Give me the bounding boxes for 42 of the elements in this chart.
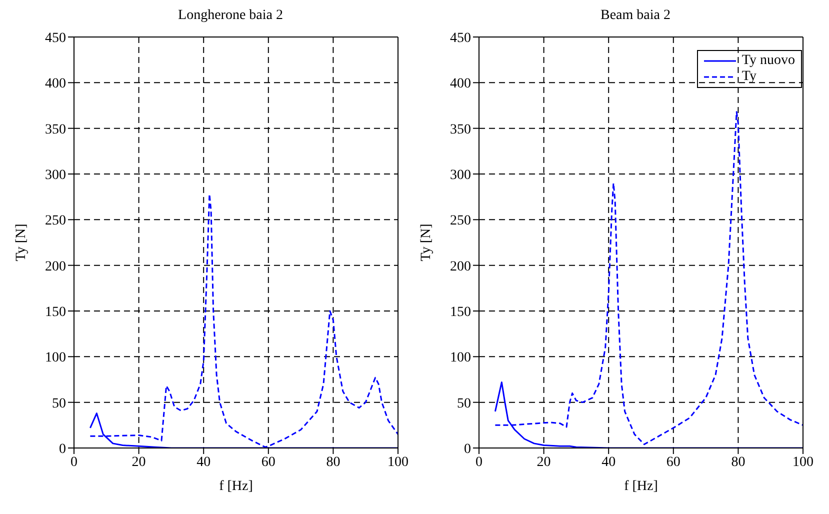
line-series [89,193,398,448]
x-axis-title: f [Hz] [219,479,253,494]
y-tick-label: 100 [450,350,471,366]
x-tick-label: 40 [602,454,616,470]
chart-title: Beam baia 2 [600,8,672,25]
x-tick-label: 0 [70,454,78,470]
y-axis-title: Ty [N] [418,224,434,262]
x-tick-label: 80 [326,454,340,470]
y-tick-label: 400 [450,76,471,92]
chart-title: Longherone baia 2 [177,8,284,25]
y-tick-label: 150 [45,304,66,320]
x-tick-label: 60 [261,454,276,470]
y-tick-label: 250 [45,214,66,229]
y-tick-label: 300 [450,168,471,183]
line-series [494,111,803,446]
y-tick-label: 100 [45,350,66,366]
y-tick-label: 450 [450,30,471,46]
x-tick-label: 60 [666,454,680,470]
x-axis-title: f [Hz] [624,479,658,494]
x-tick-label: 20 [132,454,146,470]
y-tick-label: 350 [450,122,471,138]
x-tick-label: 20 [536,454,551,470]
x-tick-label: 100 [388,454,408,470]
x-tick-label: 40 [196,454,211,470]
y-tick-label: 0 [464,442,471,457]
y-tick-label: 0 [59,442,66,457]
legend-label: Ty [742,69,756,85]
y-axis-title: Ty [N] [14,224,29,262]
y-tick-label: 350 [45,122,66,138]
y-tick-label: 250 [450,214,471,229]
y-tick-label: 150 [450,304,471,320]
y-tick-label: 300 [45,168,66,183]
y-tick-label: 400 [45,76,66,92]
y-tick-label: 450 [45,30,66,46]
y-tick-label: 50 [52,396,66,412]
x-tick-label: 100 [792,454,814,470]
x-tick-label: 0 [476,454,482,470]
y-tick-label: 50 [457,396,471,412]
y-tick-label: 200 [45,259,66,274]
x-tick-label: 80 [731,454,746,470]
y-tick-label: 200 [450,259,471,274]
legend-label: Ty nuovo [742,53,795,69]
